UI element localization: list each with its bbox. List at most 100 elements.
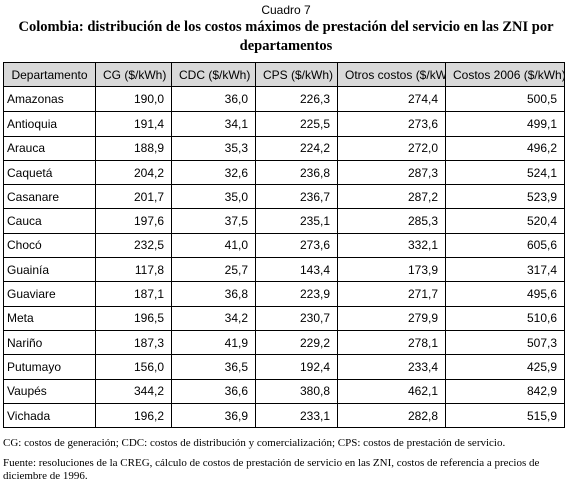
- cell-departamento: Nariño: [3, 329, 96, 356]
- cell-cg: 204,2: [95, 159, 172, 186]
- table-title: Colombia: distribución de los costos máx…: [18, 19, 554, 54]
- cell-otros-costos: 332,1: [337, 232, 446, 259]
- table-row: Vaupés 344,2 36,6 380,8 462,1 842,9: [3, 378, 565, 404]
- cell-otros-costos: 173,9: [337, 257, 446, 283]
- cell-departamento: Cauca: [3, 208, 96, 234]
- cell-cdc: 37,5: [171, 208, 256, 234]
- cell-departamento: Guaviare: [3, 281, 96, 307]
- table-row: Casanare 201,7 35,0 236,7 287,2 523,9: [3, 184, 565, 210]
- cell-departamento: Arauca: [3, 135, 96, 161]
- cell-otros-costos: 272,0: [337, 135, 446, 161]
- table-row: Guaviare 187,1 36,8 223,9 271,7 495,6: [3, 281, 565, 307]
- table-row: Amazonas 190,0 36,0 226,3 274,4 500,5: [3, 86, 565, 113]
- cell-costos-2006: 605,6: [445, 232, 565, 259]
- cell-otros-costos: 279,9: [337, 305, 446, 331]
- cell-otros-costos: 278,1: [337, 329, 446, 356]
- cell-costos-2006: 499,1: [445, 111, 565, 137]
- table-row: Guainía 117,8 25,7 143,4 173,9 317,4: [3, 257, 565, 283]
- cell-departamento: Casanare: [3, 184, 96, 210]
- cell-cps: 233,1: [255, 402, 338, 429]
- cell-cdc: 34,2: [171, 305, 256, 331]
- cell-departamento: Guainía: [3, 257, 96, 283]
- cell-otros-costos: 287,3: [337, 159, 446, 186]
- cell-cdc: 35,0: [171, 184, 256, 210]
- cell-cg: 190,0: [95, 86, 172, 113]
- header-departamento: Departamento: [3, 61, 96, 88]
- header-row: Departamento CG ($/kWh) CDC ($/kWh) CPS …: [3, 61, 565, 88]
- table-body: Amazonas 190,0 36,0 226,3 274,4 500,5 Antioqui…: [3, 86, 565, 429]
- cell-costos-2006: 510,6: [445, 305, 565, 331]
- cell-cdc: 32,6: [171, 159, 256, 186]
- cell-cg: 196,2: [95, 402, 172, 429]
- cell-cg: 188,9: [95, 135, 172, 161]
- cell-cps: 380,8: [255, 378, 338, 404]
- cell-cps: 236,7: [255, 184, 338, 210]
- cell-costos-2006: 425,9: [445, 354, 565, 380]
- cell-costos-2006: 520,4: [445, 208, 565, 234]
- cell-costos-2006: 495,6: [445, 281, 565, 307]
- header-cps: CPS ($/kWh): [255, 61, 338, 88]
- table-caption: Cuadro 7: [261, 3, 311, 17]
- cell-otros-costos: 285,3: [337, 208, 446, 234]
- cell-cg: 156,0: [95, 354, 172, 380]
- cell-departamento: Chocó: [3, 232, 96, 259]
- cell-otros-costos: 271,7: [337, 281, 446, 307]
- header-cdc: CDC ($/kWh): [171, 61, 256, 88]
- header-costos-2006: Costos 2006 ($/kWh): [445, 61, 565, 88]
- cell-cps: 273,6: [255, 232, 338, 259]
- cell-cg: 191,4: [95, 111, 172, 137]
- cell-cdc: 41,9: [171, 329, 256, 356]
- abbreviations-note: CG: costos de generación; CDC: costos de…: [3, 437, 506, 449]
- cell-departamento: Caquetá: [3, 159, 96, 186]
- cell-cdc: 36,8: [171, 281, 256, 307]
- cell-cps: 224,2: [255, 135, 338, 161]
- cell-cps: 230,7: [255, 305, 338, 331]
- cell-cps: 235,1: [255, 208, 338, 234]
- cell-cps: 192,4: [255, 354, 338, 380]
- cell-cps: 223,9: [255, 281, 338, 307]
- cell-costos-2006: 524,1: [445, 159, 565, 186]
- cell-cps: 143,4: [255, 257, 338, 283]
- cell-otros-costos: 287,2: [337, 184, 446, 210]
- table-row: Antioquia 191,4 34,1 225,5 273,6 499,1: [3, 111, 565, 137]
- table-row: Arauca 188,9 35,3 224,2 272,0 496,2: [3, 135, 565, 161]
- cell-cdc: 36,0: [171, 86, 256, 113]
- cell-costos-2006: 317,4: [445, 257, 565, 283]
- cell-cps: 236,8: [255, 159, 338, 186]
- table-row: Meta 196,5 34,2 230,7 279,9 510,6: [3, 305, 565, 331]
- cell-cps: 225,5: [255, 111, 338, 137]
- cell-departamento: Vichada: [3, 402, 96, 429]
- cell-departamento: Amazonas: [3, 86, 96, 113]
- table-row: Cauca 197,6 37,5 235,1 285,3 520,4: [3, 208, 565, 234]
- cell-cg: 344,2: [95, 378, 172, 404]
- cell-otros-costos: 233,4: [337, 354, 446, 380]
- table-row: Putumayo 156,0 36,5 192,4 233,4 425,9: [3, 354, 565, 380]
- cell-costos-2006: 496,2: [445, 135, 565, 161]
- cell-costos-2006: 515,9: [445, 402, 565, 429]
- cell-cg: 201,7: [95, 184, 172, 210]
- table-row: Chocó 232,5 41,0 273,6 332,1 605,6: [3, 232, 565, 259]
- table-row: Nariño 187,3 41,9 229,2 278,1 507,3: [3, 329, 565, 356]
- cell-otros-costos: 274,4: [337, 86, 446, 113]
- cell-otros-costos: 462,1: [337, 378, 446, 404]
- table-header: Departamento CG ($/kWh) CDC ($/kWh) CPS …: [3, 61, 565, 88]
- header-otros-costos: Otros costos ($/kWh): [337, 61, 446, 88]
- header-cg: CG ($/kWh): [95, 61, 172, 88]
- cell-departamento: Putumayo: [3, 354, 96, 380]
- cell-cdc: 25,7: [171, 257, 256, 283]
- table-row: Caquetá 204,2 32,6 236,8 287,3 524,1: [3, 159, 565, 186]
- cell-cdc: 41,0: [171, 232, 256, 259]
- cell-costos-2006: 507,3: [445, 329, 565, 356]
- cell-cdc: 35,3: [171, 135, 256, 161]
- cell-cps: 226,3: [255, 86, 338, 113]
- cell-cdc: 34,1: [171, 111, 256, 137]
- cell-otros-costos: 273,6: [337, 111, 446, 137]
- cell-costos-2006: 842,9: [445, 378, 565, 404]
- cell-cg: 117,8: [95, 257, 172, 283]
- cell-costos-2006: 523,9: [445, 184, 565, 210]
- cell-cdc: 36,5: [171, 354, 256, 380]
- cell-otros-costos: 282,8: [337, 402, 446, 429]
- cell-cg: 187,1: [95, 281, 172, 307]
- cell-cg: 196,5: [95, 305, 172, 331]
- cell-departamento: Vaupés: [3, 378, 96, 404]
